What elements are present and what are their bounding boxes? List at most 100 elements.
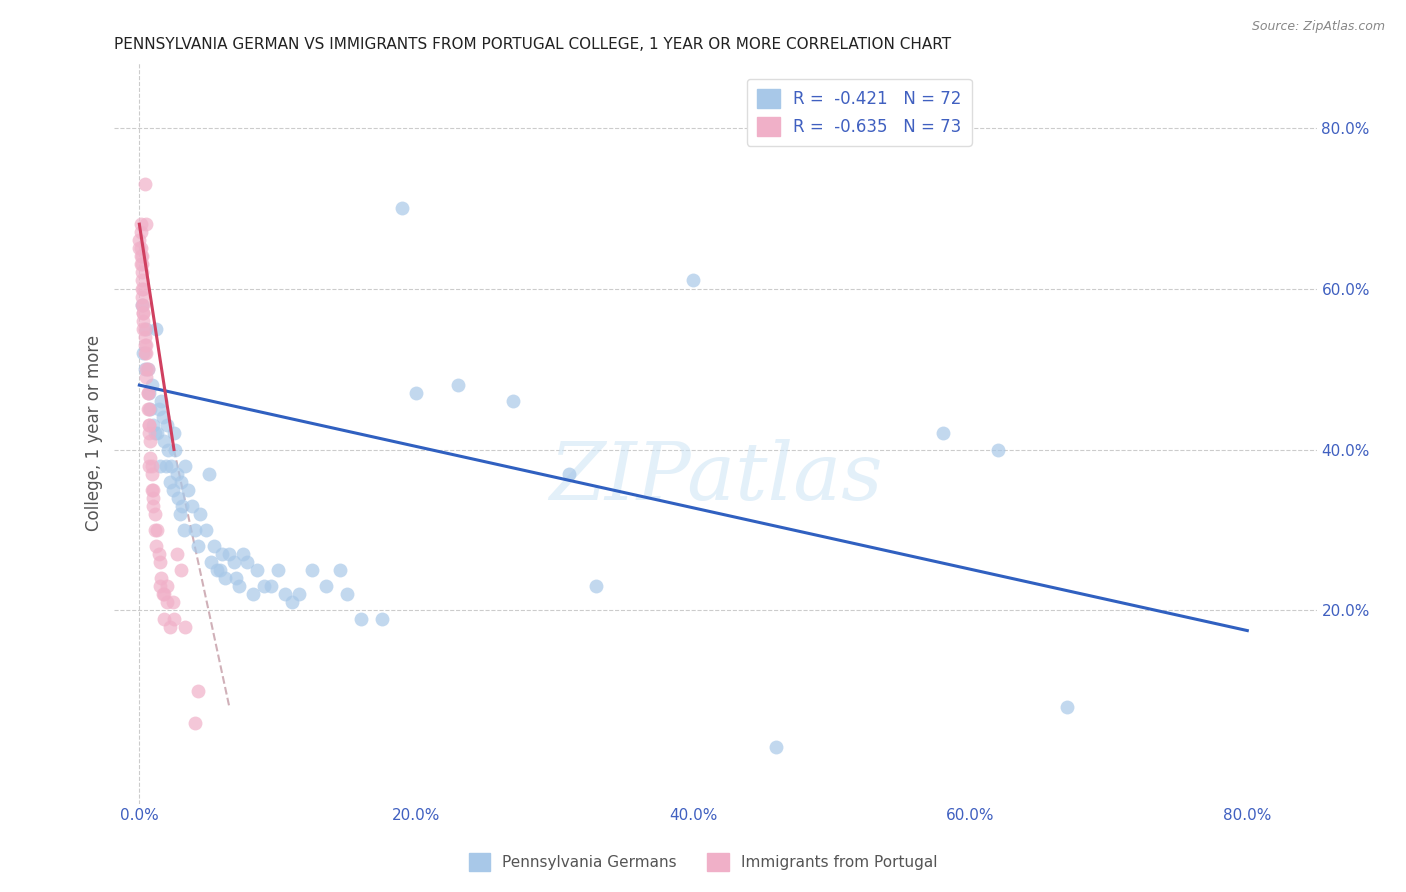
Point — [132, 314, 155, 328]
Point — [139, 450, 162, 465]
Point — [141, 378, 163, 392]
Point — [132, 306, 155, 320]
Point — [148, 547, 170, 561]
Point — [197, 467, 219, 481]
Point — [194, 523, 217, 537]
Point — [169, 507, 191, 521]
Text: Source: ZipAtlas.com: Source: ZipAtlas.com — [1251, 20, 1385, 33]
Point — [222, 555, 245, 569]
Point — [287, 587, 309, 601]
Point — [162, 595, 184, 609]
Point — [557, 467, 579, 481]
Point — [142, 418, 165, 433]
Point — [131, 257, 153, 271]
Point — [134, 322, 156, 336]
Point — [132, 322, 155, 336]
Point — [135, 362, 157, 376]
Point — [143, 426, 166, 441]
Point — [205, 563, 228, 577]
Point — [336, 587, 359, 601]
Point — [225, 571, 247, 585]
Point — [159, 619, 181, 633]
Point — [149, 555, 172, 569]
Point — [153, 434, 176, 449]
Point — [350, 611, 373, 625]
Point — [152, 587, 174, 601]
Point — [186, 539, 208, 553]
Point — [131, 265, 153, 279]
Point — [141, 467, 163, 481]
Point — [136, 386, 159, 401]
Point — [136, 386, 159, 401]
Point — [135, 338, 157, 352]
Point — [181, 499, 204, 513]
Point — [138, 458, 160, 473]
Point — [139, 434, 162, 449]
Point — [131, 249, 153, 263]
Point — [236, 555, 259, 569]
Point — [128, 233, 150, 247]
Point — [138, 418, 160, 433]
Point — [232, 547, 254, 561]
Point — [267, 563, 290, 577]
Point — [405, 386, 427, 401]
Point — [143, 523, 166, 537]
Point — [280, 595, 302, 609]
Point — [177, 483, 200, 497]
Point — [218, 547, 240, 561]
Point — [141, 458, 163, 473]
Point — [160, 458, 183, 473]
Point — [138, 402, 160, 417]
Point — [184, 716, 207, 731]
Point — [149, 579, 172, 593]
Point — [329, 563, 352, 577]
Point — [159, 475, 181, 489]
Point — [136, 362, 159, 376]
Point — [131, 298, 153, 312]
Point — [139, 402, 162, 417]
Point — [682, 273, 704, 287]
Legend: Pennsylvania Germans, Immigrants from Portugal: Pennsylvania Germans, Immigrants from Po… — [463, 847, 943, 877]
Point — [170, 475, 193, 489]
Point — [142, 483, 165, 497]
Point — [148, 402, 170, 417]
Point — [167, 491, 190, 505]
Point — [145, 322, 167, 336]
Point — [135, 322, 157, 336]
Point — [1056, 700, 1078, 714]
Point — [135, 346, 157, 360]
Legend: R =  -0.421   N = 72, R =  -0.635   N = 73: R = -0.421 N = 72, R = -0.635 N = 73 — [747, 78, 972, 145]
Point — [134, 346, 156, 360]
Point — [136, 362, 159, 376]
Point — [163, 611, 186, 625]
Point — [135, 217, 157, 231]
Point — [152, 410, 174, 425]
Point — [228, 579, 250, 593]
Point — [246, 563, 269, 577]
Point — [370, 611, 392, 625]
Point — [174, 619, 197, 633]
Point — [131, 289, 153, 303]
Point — [200, 555, 222, 569]
Point — [184, 523, 207, 537]
Point — [391, 201, 413, 215]
Point — [931, 426, 953, 441]
Point — [156, 595, 179, 609]
Point — [141, 483, 163, 497]
Point — [134, 338, 156, 352]
Point — [132, 346, 155, 360]
Point — [138, 426, 160, 441]
Point — [146, 523, 169, 537]
Point — [142, 491, 165, 505]
Point — [162, 483, 184, 497]
Point — [136, 402, 159, 417]
Point — [131, 273, 153, 287]
Point — [153, 587, 176, 601]
Point — [131, 281, 153, 295]
Point — [502, 394, 524, 409]
Point — [987, 442, 1010, 457]
Point — [170, 563, 193, 577]
Point — [274, 587, 297, 601]
Point — [253, 579, 276, 593]
Point — [447, 378, 470, 392]
